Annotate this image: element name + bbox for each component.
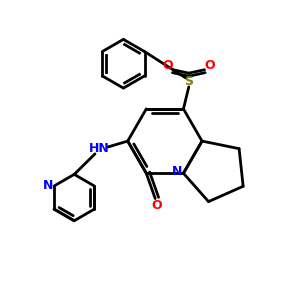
Text: N: N: [42, 179, 53, 193]
Text: O: O: [163, 59, 173, 72]
Text: O: O: [152, 199, 162, 212]
Text: HN: HN: [89, 142, 110, 155]
Text: O: O: [204, 59, 215, 72]
Text: S: S: [184, 75, 193, 88]
Text: N: N: [172, 165, 182, 178]
